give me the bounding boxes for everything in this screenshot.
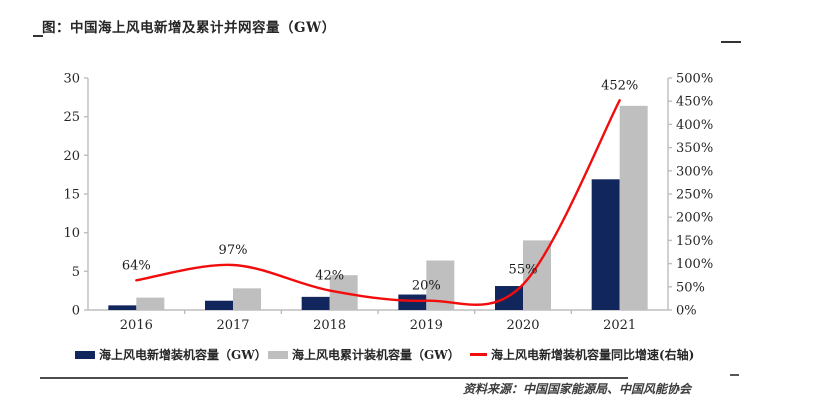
top-right-dash-mark (721, 41, 741, 43)
growth-rate-line (135, 99, 621, 306)
bar-cumulative-capacity (233, 288, 261, 310)
right-axis-tick-label: 50% (676, 280, 705, 295)
x-axis-category-label: 2018 (313, 318, 346, 333)
right-axis-tick-label: 500% (676, 72, 713, 87)
left-axis-tick-label: 10 (63, 226, 80, 241)
bar-cumulative-capacity (136, 297, 165, 310)
left-axis-tick-label: 20 (63, 149, 80, 164)
right-axis-tick-label: 200% (676, 211, 713, 226)
legend-label-cumulative-capacity: 海上风电累计装机容量（GW） (292, 348, 460, 362)
growth-rate-data-label: 20% (412, 279, 441, 294)
right-axis-tick-label: 300% (676, 164, 713, 179)
x-axis-category-label: 2021 (603, 318, 636, 333)
legend-swatch-growth-rate (470, 353, 487, 356)
growth-rate-data-label: 97% (219, 243, 248, 258)
right-axis-tick-label: 0% (676, 304, 697, 319)
legend-item-new-capacity: 海上风电新增装机容量（GW） (75, 346, 267, 363)
data-source-note: 资料来源：中国国家能源局、中国风能协会 (463, 382, 692, 396)
source-superscript-dash (730, 374, 739, 376)
legend-item-growth-rate: 海上风电新增装机容量同比增速(右轴) (470, 346, 694, 363)
growth-rate-data-label: 42% (315, 269, 344, 284)
bar-new-capacity (205, 300, 233, 310)
right-axis-tick-label: 250% (676, 188, 713, 203)
left-axis-tick-label: 0 (72, 304, 80, 319)
bar-new-capacity (301, 296, 330, 310)
x-axis-category-label: 2020 (506, 318, 539, 333)
left-axis-tick-label: 15 (63, 188, 80, 203)
chart-legend: 海上风电新增装机容量（GW） 海上风电累计装机容量（GW） 海上风电新增装机容量… (0, 346, 831, 362)
growth-rate-data-label: 452% (601, 78, 638, 93)
x-axis-category-label: 2017 (216, 318, 249, 333)
bar-new-capacity (398, 294, 427, 310)
legend-swatch-new-capacity (75, 350, 95, 359)
bar-new-capacity (108, 305, 137, 310)
left-axis-tick-label: 30 (63, 72, 80, 87)
bar-cumulative-capacity (619, 105, 648, 310)
bottom-rule (40, 377, 628, 379)
right-axis-tick-label: 150% (676, 234, 713, 249)
legend-item-cumulative-capacity: 海上风电累计装机容量（GW） (268, 346, 460, 363)
legend-label-new-capacity: 海上风电新增装机容量（GW） (99, 348, 267, 362)
right-axis-tick-label: 450% (676, 95, 713, 110)
left-axis-tick-label: 25 (63, 110, 80, 125)
growth-rate-data-label: 55% (509, 262, 538, 277)
title-underscore-mark (33, 35, 43, 37)
legend-swatch-cumulative-capacity (268, 350, 288, 359)
growth-rate-data-label: 64% (122, 258, 151, 273)
right-axis-tick-label: 400% (676, 118, 713, 133)
legend-label-growth-rate: 海上风电新增装机容量同比增速(右轴) (491, 348, 695, 362)
figure-title: 图：中国海上风电新增及累计并网容量（GW） (42, 20, 336, 36)
x-axis-category-label: 2019 (410, 318, 443, 333)
right-axis-tick-label: 350% (676, 141, 713, 156)
x-axis-category-label: 2016 (120, 318, 153, 333)
left-axis-tick-label: 5 (72, 265, 80, 280)
right-axis-tick-label: 100% (676, 257, 713, 272)
bar-new-capacity (591, 179, 620, 310)
